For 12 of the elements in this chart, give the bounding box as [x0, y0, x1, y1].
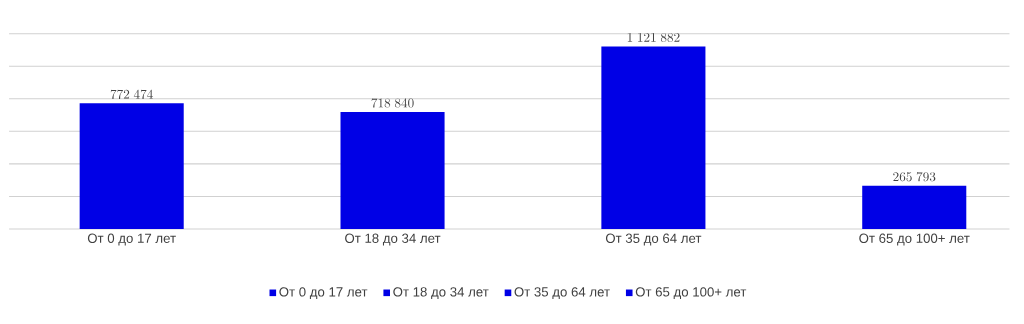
x-tick-label: От 18 до 34 лет: [345, 233, 441, 246]
x-tick-label: От 35 до 64 лет: [605, 233, 702, 246]
data-label: 772 474: [110, 89, 153, 99]
legend-label: От 18 до 34 лет: [393, 287, 489, 300]
legend-label: От 65 до 100+ лет: [635, 287, 747, 300]
legend-label: От 35 до 64 лет: [514, 287, 610, 300]
x-tick-label: От 65 до 100+ лет: [859, 233, 970, 246]
x-tick-label: От 0 до 17 лет: [87, 233, 176, 246]
data-label: 1 121 882: [627, 32, 680, 42]
data-label: 265 793: [893, 172, 936, 182]
legend-label: От 0 до 17 лет: [279, 287, 368, 300]
data-label: 718 840: [371, 98, 414, 108]
